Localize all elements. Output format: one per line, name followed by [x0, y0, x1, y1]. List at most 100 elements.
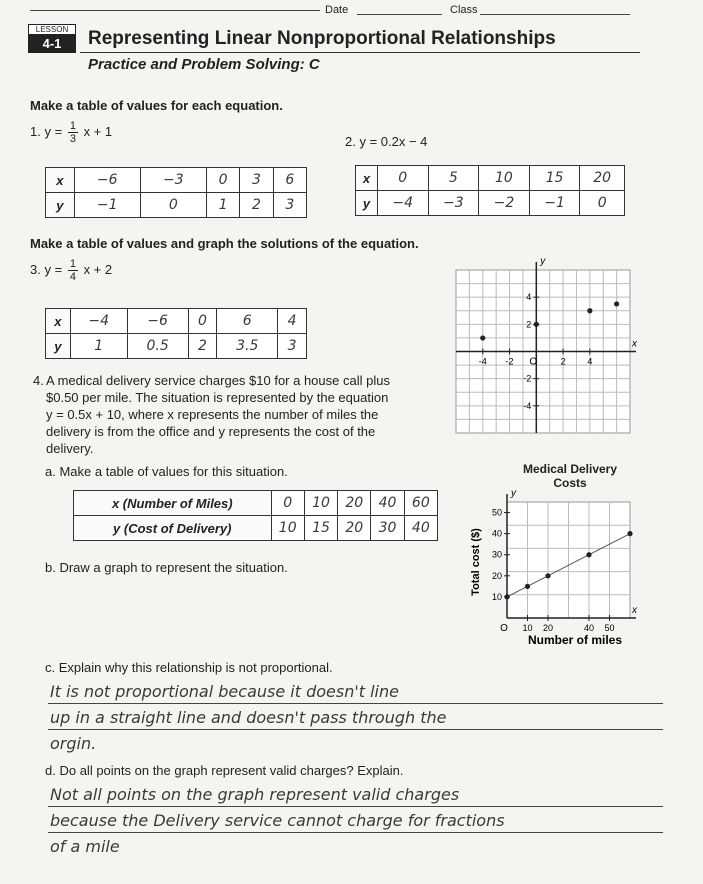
cell: 0 [205, 167, 241, 193]
x-tick-label: 50 [604, 623, 614, 633]
cell: 0 [376, 165, 429, 191]
cell: −3 [139, 167, 207, 193]
handwritten-answer: Not all points on the graph represent va… [50, 785, 460, 804]
part-c: c. Explain why this relationship is not … [45, 660, 333, 675]
x-tick-label: 20 [543, 623, 553, 633]
answer-rule [48, 703, 663, 704]
plotted-point [614, 301, 620, 307]
cell: 30 [370, 515, 405, 541]
y-tick-label: 20 [492, 571, 502, 581]
origin-label: O [500, 623, 508, 634]
part-text: Make a table of values for this situatio… [59, 464, 288, 479]
text-line: delivery is from the office and y repres… [46, 424, 376, 439]
cell: 1 [205, 192, 241, 218]
y-tick-label: 40 [492, 529, 502, 539]
cell: 10 [303, 490, 339, 516]
subtitle: Practice and Problem Solving: C [88, 56, 320, 73]
cell: 3.5 [216, 333, 279, 359]
problem-number: 4. [33, 373, 44, 388]
cell: 40 [370, 490, 405, 516]
lesson-box: LESSON 4-1 [28, 24, 76, 56]
eq-lhs: y = [44, 261, 63, 277]
row-header: x [45, 167, 75, 193]
value-table: x −4 −6 0 6 4 y 1 0.5 2 3.5 3 [45, 308, 307, 359]
y-tick-label: -2 [523, 374, 531, 384]
eq-rhs: x + 1 [83, 123, 113, 139]
row-header: x [45, 308, 71, 334]
cell: −4 [69, 308, 128, 334]
handwritten-answer: up in a straight line and doesn't pass t… [50, 708, 447, 727]
cell: 0.5 [126, 333, 189, 359]
y-axis-letter: y [510, 490, 517, 499]
coordinate-graph: x y O -4 -2 2 4 -4 -2 2 4 [455, 256, 638, 434]
part-label: b. [45, 560, 56, 575]
numerator: 1 [67, 120, 78, 133]
instruction: Make a table of values for each equation… [30, 98, 283, 113]
cell: 3 [272, 192, 308, 218]
class-line [480, 14, 630, 15]
origin-label: O [529, 357, 537, 368]
cell: 0 [187, 308, 218, 334]
instruction: Make a table of values and graph the sol… [30, 236, 419, 251]
row-header: y [45, 192, 75, 218]
x-tick-label: -2 [506, 357, 514, 367]
y-tick-label: 10 [492, 592, 502, 602]
row-header: x [355, 165, 378, 191]
answer-rule [48, 729, 663, 730]
handwritten-answer: of a mile [50, 837, 120, 856]
cell: 6 [216, 308, 279, 334]
title-rule [80, 52, 640, 53]
table-row: y −1 0 1 2 3 [45, 192, 308, 218]
cell: 4 [277, 308, 307, 334]
problem-number: 1. [30, 123, 41, 139]
problem-number: 3. [30, 261, 41, 277]
numerator: 1 [67, 258, 78, 271]
y-axis-title: Total cost ($) [470, 528, 482, 596]
plotted-point [627, 531, 633, 537]
text-line: $0.50 per mile. The situation is represe… [46, 390, 389, 405]
cell: 15 [303, 515, 339, 541]
cell: −4 [376, 190, 429, 216]
table-row: x −4 −6 0 6 4 [45, 308, 307, 334]
cell: −3 [427, 190, 480, 216]
x-tick-label: 40 [584, 623, 594, 633]
part-label: d. [45, 763, 56, 778]
part-label: a. [45, 464, 56, 479]
plotted-point [524, 583, 531, 589]
part-text: Draw a graph to represent the situation. [59, 560, 288, 575]
top-rule [30, 10, 320, 11]
cell: 60 [403, 490, 439, 516]
row-header: y [45, 333, 71, 359]
part-label: c. [45, 660, 56, 675]
y-tick-label: -4 [523, 401, 531, 411]
cell: 5 [427, 165, 480, 191]
plotted-point [533, 321, 539, 327]
cell: 20 [337, 490, 372, 516]
x-axis-letter: x [631, 605, 638, 616]
x-axis-letter: x [631, 339, 638, 350]
eq-lhs: y = [44, 123, 63, 139]
part-text: Do all points on the graph represent val… [59, 763, 404, 778]
cell: 20 [579, 165, 625, 191]
problem-text: A medical delivery service charges $10 f… [46, 372, 476, 457]
cell: −6 [73, 167, 141, 193]
y-tick-label: 4 [526, 292, 531, 302]
part-text: Explain why this relationship is not pro… [58, 660, 333, 675]
cell: 2 [239, 192, 274, 218]
part-d: d. Do all points on the graph represent … [45, 763, 403, 778]
cell: −1 [528, 190, 581, 216]
x-tick-label: 2 [561, 357, 566, 367]
cell: 15 [528, 165, 581, 191]
date-line [357, 14, 442, 15]
cell: 6 [272, 167, 308, 193]
cell: −2 [478, 190, 530, 216]
table-row: x 0 5 10 15 20 [355, 165, 625, 191]
plotted-point [586, 552, 592, 558]
value-table: x (Number of Miles) 0 10 20 40 60 y (Cost of D… [73, 490, 439, 541]
y-tick-label: 2 [526, 319, 531, 329]
chart-title: Medical Delivery Costs [522, 462, 618, 490]
